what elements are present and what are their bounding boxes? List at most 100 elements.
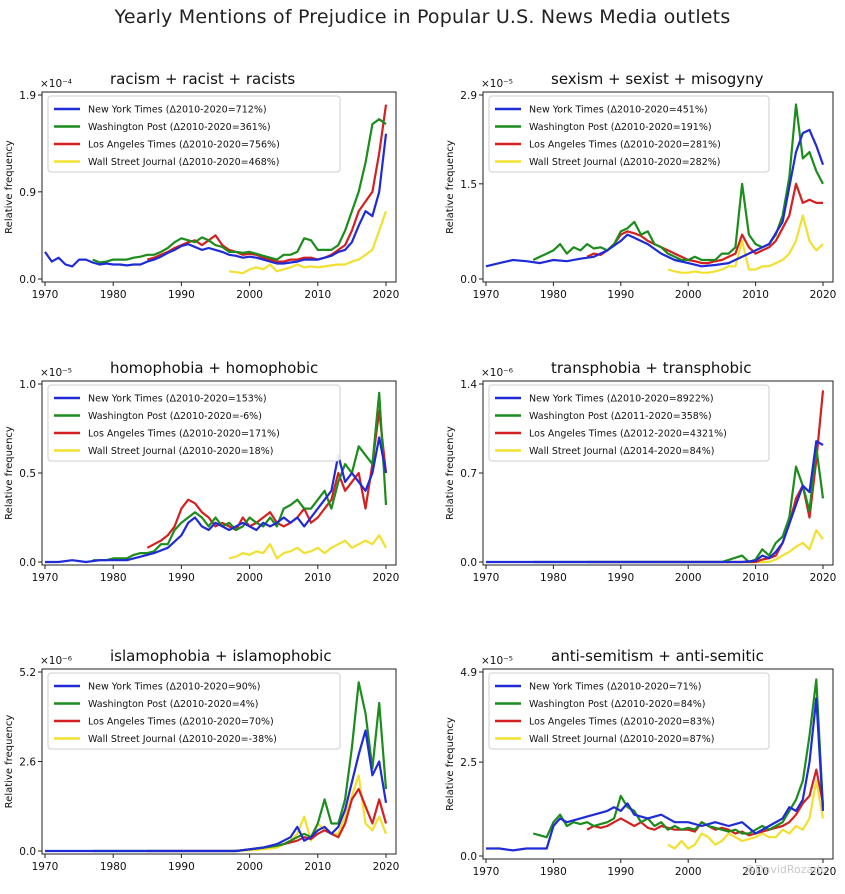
legend-box (488, 672, 770, 750)
chart-legend: New York Times (Δ2010-2020=8922%) Washing… (488, 384, 770, 462)
legend-box (47, 95, 341, 173)
axis-scale-label: ×10⁻⁶ (481, 367, 513, 379)
x-tick-label: 1990 (168, 572, 195, 584)
chart-panel-6: anti-semitism + anti-semitic ×10⁻⁵ Relativ… (445, 647, 836, 878)
x-tick-label: 1990 (168, 861, 195, 873)
legend-entry: New York Times (Δ2010-2020=712%) (88, 105, 267, 116)
legend-entry: Washington Post (Δ2010-2020=361%) (88, 122, 271, 133)
y-tick-label: 0.0 (19, 846, 36, 858)
x-tick-label: 2000 (236, 861, 263, 873)
y-tick-label: 1.0 (19, 379, 36, 391)
series-line-nyt (485, 128, 825, 268)
x-tick-label: 1980 (540, 289, 567, 301)
y-tick-label: 0.5 (19, 468, 36, 480)
x-tick-label: 1970 (473, 572, 500, 584)
chart-panel-5: islamophobia + islamophobic ×10⁻⁶ Relative… (4, 647, 399, 873)
series-line-nyt (45, 729, 388, 853)
chart-legend: New York Times (Δ2010-2020=451%) Washingt… (488, 95, 770, 173)
series-line-wsj (667, 779, 825, 850)
x-tick-label: 2010 (742, 289, 769, 301)
chart-legend: New York Times (Δ2010-2020=712%) Washingt… (47, 95, 341, 173)
chart-panel-3: homophobia + homophobic ×10⁻⁵ Relative fre… (4, 359, 399, 584)
legend-entry: Wall Street Journal (Δ2010-2020=-38%) (88, 734, 277, 745)
x-tick-label: 1980 (100, 289, 127, 301)
legend-entry: Wall Street Journal (Δ2010-2020=282%) (529, 157, 720, 168)
y-axis-label: Relative frequency (4, 140, 15, 234)
y-tick-label: 1.5 (460, 179, 477, 191)
chart-panel-1: racism + racist + racists ×10⁻⁴ Relative f… (4, 70, 399, 301)
chart-title: homophobia + homophobic (110, 359, 318, 377)
x-tick-label: 1990 (607, 289, 634, 301)
series-line-wapo (92, 118, 387, 264)
x-tick-label: 2020 (373, 861, 400, 873)
series-line-wapo (532, 678, 825, 839)
series-line-nyt (486, 697, 825, 852)
page-title: Yearly Mentions of Prejudice in Popular … (114, 6, 731, 28)
y-tick-label: 0.7 (460, 468, 477, 480)
y-tick-label: 2.6 (19, 757, 36, 769)
series-line-wsj (668, 529, 824, 564)
axis-scale-label: ×10⁻⁴ (40, 78, 72, 90)
y-tick-label: 0.0 (19, 557, 36, 569)
legend-entry: Los Angeles Times (Δ2010-2020=70%) (88, 717, 274, 728)
x-tick-label: 1990 (607, 866, 634, 878)
legend-entry: New York Times (Δ2010-2020=153%) (88, 394, 267, 405)
series-line-lat (146, 409, 388, 549)
legend-entry: Wall Street Journal (Δ2010-2020=87%) (529, 734, 714, 745)
x-tick-label: 1980 (100, 861, 127, 873)
plot-frame (41, 668, 397, 855)
legend-box (488, 95, 770, 173)
x-tick-label: 2020 (373, 572, 400, 584)
x-tick-label: 1990 (168, 289, 195, 301)
y-tick-label: 1.4 (460, 379, 477, 391)
legend-entry: Washington Post (Δ2010-2020=-6%) (88, 411, 262, 422)
y-tick-label: 2.9 (460, 90, 477, 102)
x-tick-label: 2000 (675, 289, 702, 301)
y-axis-label: Relative frequency (4, 715, 15, 809)
legend-entry: New York Times (Δ2010-2020=90%) (88, 682, 261, 693)
axis-scale-label: ×10⁻⁵ (481, 655, 513, 667)
legend-entry: New York Times (Δ2010-2020=8922%) (529, 394, 714, 405)
y-tick-label: 2.5 (460, 757, 477, 769)
chart-legend: New York Times (Δ2010-2020=90%) Washingto… (47, 672, 341, 750)
x-tick-label: 2020 (810, 289, 837, 301)
series-line-nyt (45, 436, 388, 564)
legend-entry: Washington Post (Δ2010-2020=84%) (529, 699, 706, 710)
plot-frame (482, 91, 834, 283)
watermark-text: @DavidRozado (744, 863, 827, 876)
axis-scale-label: ×10⁻⁵ (40, 367, 72, 379)
x-tick-label: 1970 (32, 572, 59, 584)
x-tick-label: 1970 (32, 289, 59, 301)
x-tick-label: 2000 (236, 572, 263, 584)
x-tick-label: 2020 (810, 572, 837, 584)
series-line-lat (586, 182, 823, 265)
legend-entry: New York Times (Δ2010-2020=451%) (529, 105, 708, 116)
chart-legend: New York Times (Δ2010-2020=153%) Washingt… (47, 384, 341, 462)
legend-entry: Los Angeles Times (Δ2010-2020=281%) (529, 140, 721, 151)
chart-title: transphobia + transphobic (551, 359, 751, 377)
plot-frame (482, 380, 834, 566)
legend-box (47, 672, 341, 750)
plot-frame (482, 668, 834, 860)
y-tick-label: 0.0 (460, 851, 477, 863)
chart-title: sexism + sexist + misogyny (551, 70, 764, 88)
x-tick-label: 2010 (304, 289, 331, 301)
y-axis-label: Relative frequency (445, 140, 456, 234)
legend-entry: Los Angeles Times (Δ2010-2020=171%) (88, 429, 280, 440)
y-axis-label: Relative frequency (445, 426, 456, 520)
y-tick-label: 1.9 (19, 90, 36, 102)
legend-entry: Wall Street Journal (Δ2014-2020=84%) (529, 446, 714, 457)
x-tick-label: 1980 (100, 572, 127, 584)
x-tick-label: 2000 (236, 289, 263, 301)
x-tick-label: 2010 (304, 572, 331, 584)
y-axis-label: Relative frequency (445, 717, 456, 811)
series-line-wapo (533, 446, 825, 564)
y-tick-label: 4.9 (460, 667, 477, 679)
y-tick-label: 0.0 (460, 274, 477, 286)
chart-panel-4: transphobia + transphobic ×10⁻⁶ Relative f… (445, 359, 836, 584)
x-tick-label: 2020 (810, 866, 837, 878)
x-tick-label: 1980 (540, 572, 567, 584)
x-tick-label: 1970 (473, 289, 500, 301)
chart-title: racism + racist + racists (110, 70, 295, 88)
